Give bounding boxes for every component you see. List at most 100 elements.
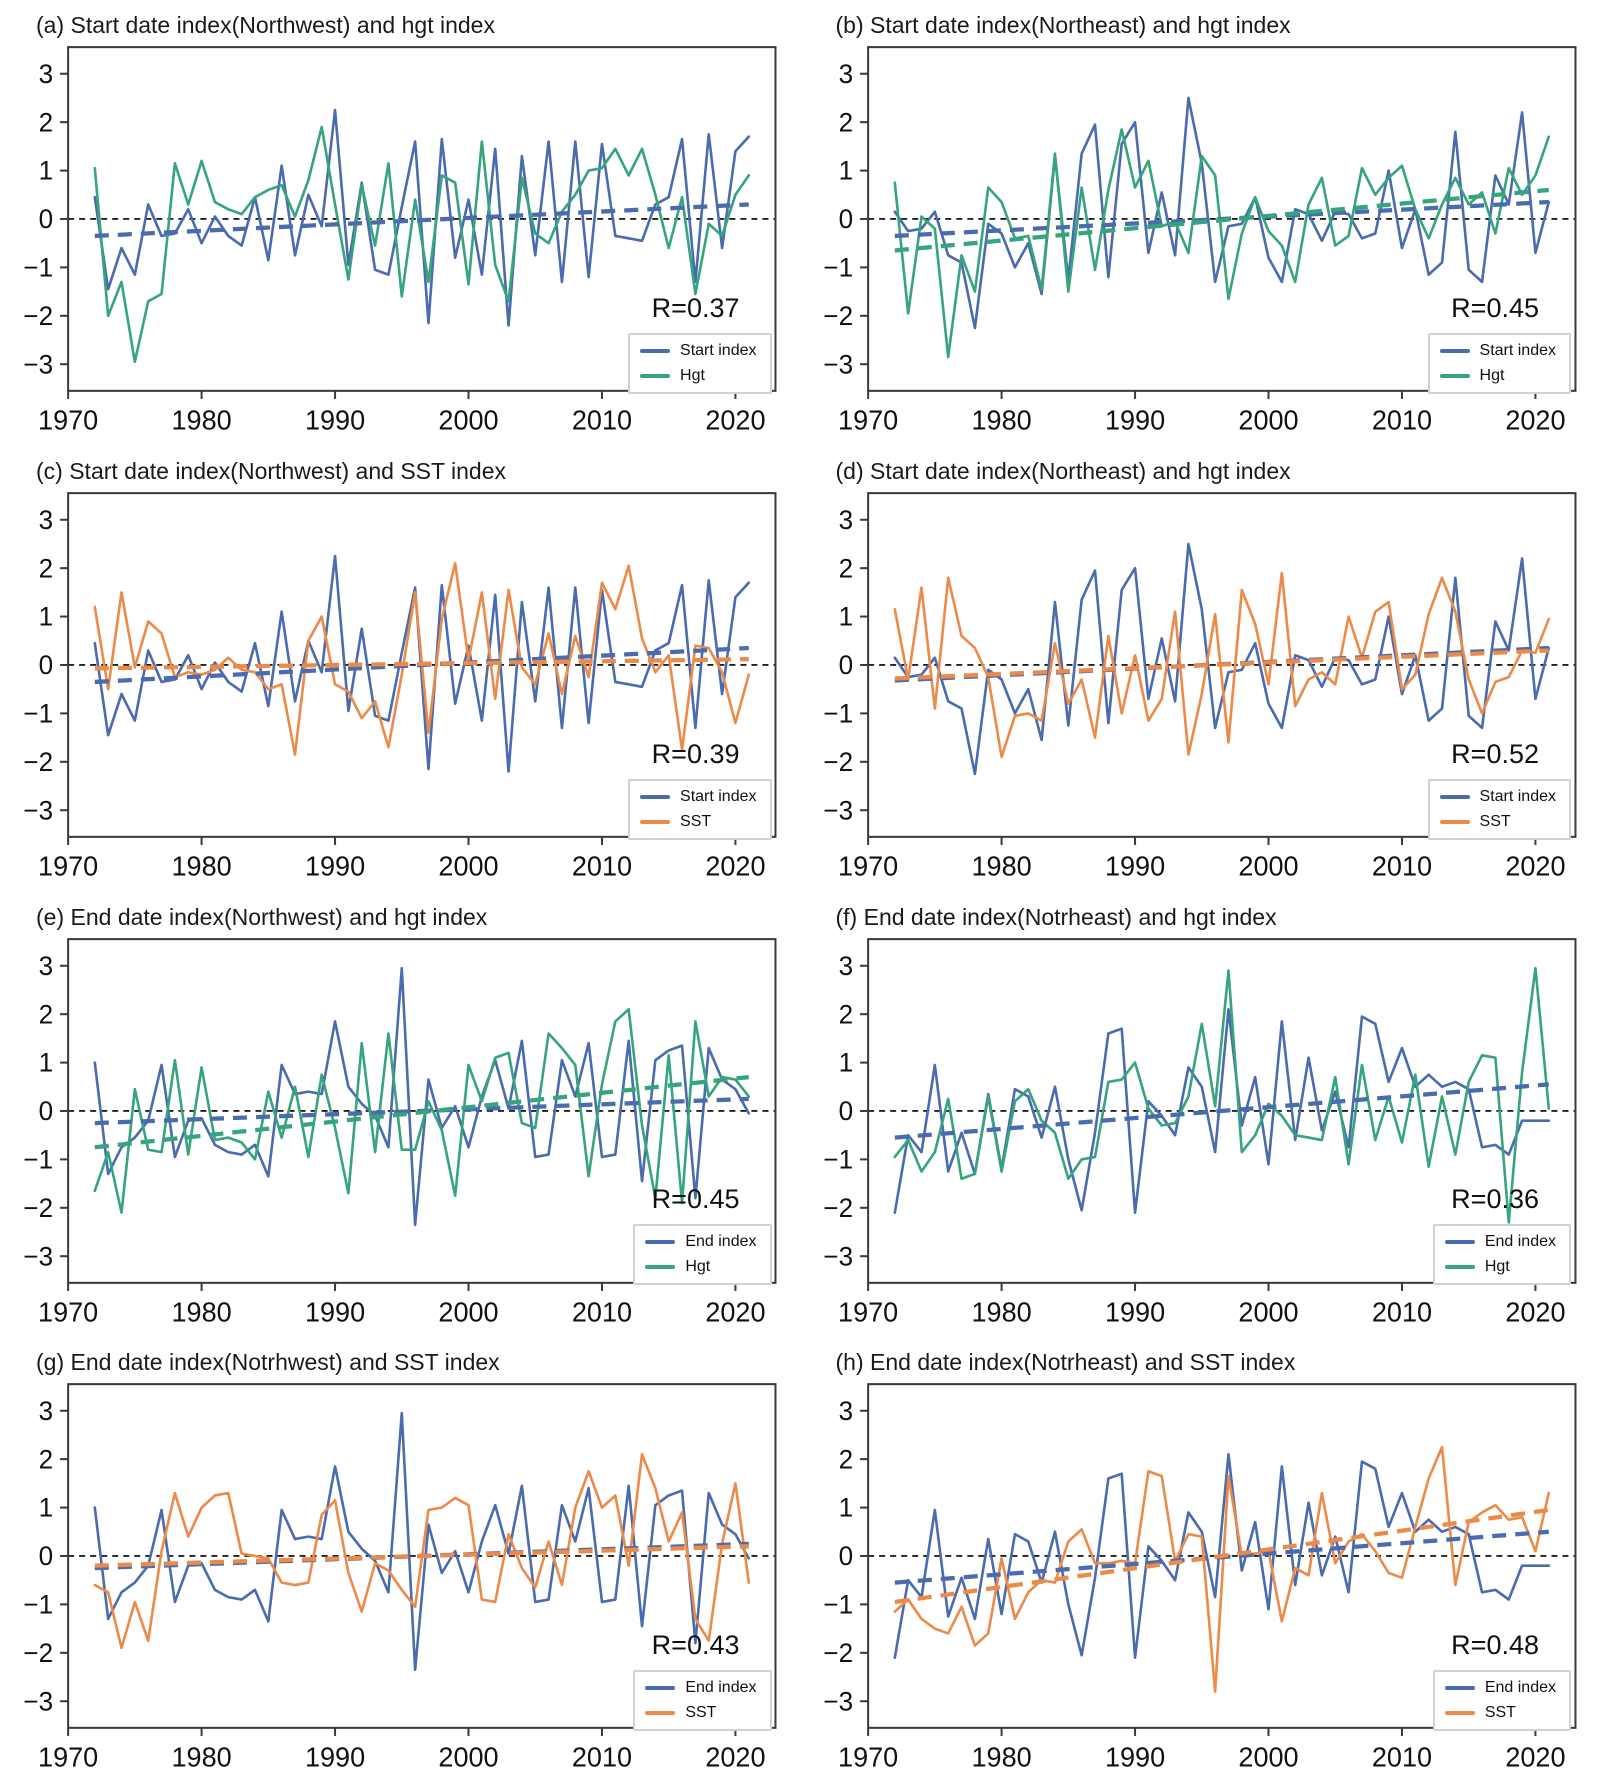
svg-text:1970: 1970 <box>38 1296 98 1327</box>
svg-text:1980: 1980 <box>171 1742 231 1773</box>
legend-label: Start index <box>680 787 757 805</box>
svg-text:−1: −1 <box>823 1590 853 1620</box>
svg-text:1: 1 <box>838 1047 852 1077</box>
svg-text:2: 2 <box>838 1444 852 1474</box>
svg-text:2: 2 <box>39 999 53 1029</box>
svg-text:1990: 1990 <box>305 1742 365 1773</box>
svg-text:2: 2 <box>838 107 852 137</box>
svg-text:−1: −1 <box>23 1590 53 1620</box>
panel-c-legend: Start index SST <box>628 778 772 840</box>
panel-c: (c) Start date index(Northwest) and SST … <box>0 446 800 892</box>
panel-d: (d) Start date index(Northeast) and hgt … <box>800 446 1599 892</box>
svg-text:1980: 1980 <box>171 1296 231 1327</box>
legend-label: End index <box>685 1679 757 1696</box>
legend-item: SST <box>640 813 756 831</box>
legend-item: Start index <box>1439 342 1556 360</box>
legend-item: End index <box>1444 1233 1556 1251</box>
panel-d-r-value: R=0.52 <box>1451 738 1539 769</box>
svg-text:3: 3 <box>39 950 53 980</box>
svg-text:−2: −2 <box>23 301 53 331</box>
svg-text:1: 1 <box>838 1493 852 1523</box>
svg-text:2000: 2000 <box>438 850 498 881</box>
line-swatch <box>1439 373 1470 378</box>
svg-text:1980: 1980 <box>171 404 231 435</box>
line-swatch <box>645 1240 676 1245</box>
svg-text:−2: −2 <box>823 301 853 331</box>
svg-text:−2: −2 <box>23 747 53 777</box>
svg-text:2: 2 <box>39 553 53 583</box>
svg-text:2: 2 <box>39 107 53 137</box>
line-swatch <box>1444 1265 1475 1270</box>
legend-label: End index <box>1484 1679 1556 1696</box>
svg-text:1980: 1980 <box>971 1296 1031 1327</box>
svg-text:1990: 1990 <box>1104 404 1164 435</box>
panel-f-plot-area: −3 −2 −1 0 1 2 3 1970 1980 1990 2000 2010 2020 R=0.3… <box>806 931 1588 1338</box>
svg-text:1970: 1970 <box>38 404 98 435</box>
panel-e-plot-area: −3 −2 −1 0 1 2 3 1970 1980 1990 2000 2010 2020 R=0.4… <box>6 931 788 1338</box>
svg-text:2000: 2000 <box>1238 850 1298 881</box>
line-swatch <box>1439 794 1470 799</box>
panel-g-legend: End index SST <box>633 1670 772 1731</box>
svg-text:−1: −1 <box>23 1144 53 1174</box>
svg-text:1970: 1970 <box>838 1742 898 1773</box>
legend-label: Start index <box>1479 787 1556 805</box>
svg-text:2020: 2020 <box>1505 1742 1565 1773</box>
panel-c-r-value: R=0.39 <box>651 738 740 769</box>
panel-g-plot: −3 −2 −1 0 1 2 3 1970 1980 1990 2000 2010 2020 <box>23 1383 777 1773</box>
panel-f-legend: End index Hgt <box>1432 1224 1571 1286</box>
svg-text:−1: −1 <box>823 252 853 282</box>
legend-label: SST <box>685 1704 717 1721</box>
panel-b: (b) Start date index(Northeast) and hgt … <box>800 0 1599 446</box>
svg-text:−1: −1 <box>23 252 53 282</box>
svg-text:1970: 1970 <box>838 404 898 435</box>
panel-e: (e) End date index(Northwest) and hgt in… <box>0 892 800 1338</box>
svg-text:2020: 2020 <box>705 1296 765 1327</box>
legend-label: End index <box>685 1233 757 1251</box>
svg-text:1980: 1980 <box>971 850 1031 881</box>
legend-item: Hgt <box>640 367 756 385</box>
svg-text:2020: 2020 <box>1505 1296 1565 1327</box>
legend-label: Hgt <box>1484 1258 1510 1276</box>
panel-g: (g) End date index(Notrhwest) and SST in… <box>0 1337 800 1783</box>
panel-h-r-value: R=0.48 <box>1451 1630 1539 1660</box>
svg-text:2010: 2010 <box>572 1296 632 1327</box>
svg-text:3: 3 <box>838 504 852 534</box>
svg-text:1: 1 <box>39 601 53 631</box>
panel-a-title: (a) Start date index(Northwest) and hgt … <box>36 12 495 38</box>
panel-e-legend: End index Hgt <box>633 1224 772 1286</box>
line-swatch <box>640 373 671 378</box>
panel-d-plot-area: −3 −2 −1 0 1 2 3 1970 1980 1990 2000 2010 2020 R=0.5… <box>806 485 1588 892</box>
legend-item: Start index <box>1439 787 1556 806</box>
line-swatch <box>1444 1711 1475 1715</box>
panel-g-title: (g) End date index(Notrhwest) and SST in… <box>36 1349 500 1376</box>
svg-text:2000: 2000 <box>438 404 498 435</box>
line-swatch <box>1439 819 1470 824</box>
svg-text:1980: 1980 <box>971 404 1031 435</box>
svg-text:−3: −3 <box>23 349 53 379</box>
svg-text:2000: 2000 <box>1238 404 1298 435</box>
svg-text:1990: 1990 <box>1104 850 1164 881</box>
svg-text:2010: 2010 <box>1371 1742 1431 1773</box>
svg-text:1: 1 <box>39 156 53 186</box>
legend-label: Hgt <box>685 1258 711 1276</box>
svg-text:2000: 2000 <box>438 1296 498 1327</box>
panel-g-plot-area: −3 −2 −1 0 1 2 3 1970 1980 1990 2000 2010 2020 R=0.4… <box>6 1376 788 1783</box>
svg-text:1980: 1980 <box>971 1742 1031 1773</box>
svg-text:−3: −3 <box>823 795 853 825</box>
line-swatch <box>1444 1240 1475 1245</box>
panel-c-title: (c) Start date index(Northwest) and SST … <box>36 457 507 484</box>
legend-item: End index <box>645 1233 757 1251</box>
panel-e-r-value: R=0.45 <box>651 1184 740 1215</box>
svg-text:2020: 2020 <box>1505 850 1565 881</box>
legend-label: End index <box>1484 1233 1556 1251</box>
legend-item: End index <box>645 1679 757 1697</box>
panel-b-r-value: R=0.45 <box>1451 292 1539 323</box>
svg-text:−3: −3 <box>823 349 853 379</box>
panel-h: (h) End date index(Notrheast) and SST in… <box>800 1337 1599 1783</box>
svg-text:3: 3 <box>39 504 53 534</box>
line-swatch <box>645 1711 676 1715</box>
svg-text:2020: 2020 <box>705 850 765 881</box>
svg-text:0: 0 <box>838 1541 852 1571</box>
panel-c-plot: −3 −2 −1 0 1 2 3 1970 1980 1990 2000 2010 2020 <box>23 491 777 881</box>
legend-item: Start index <box>640 787 757 806</box>
